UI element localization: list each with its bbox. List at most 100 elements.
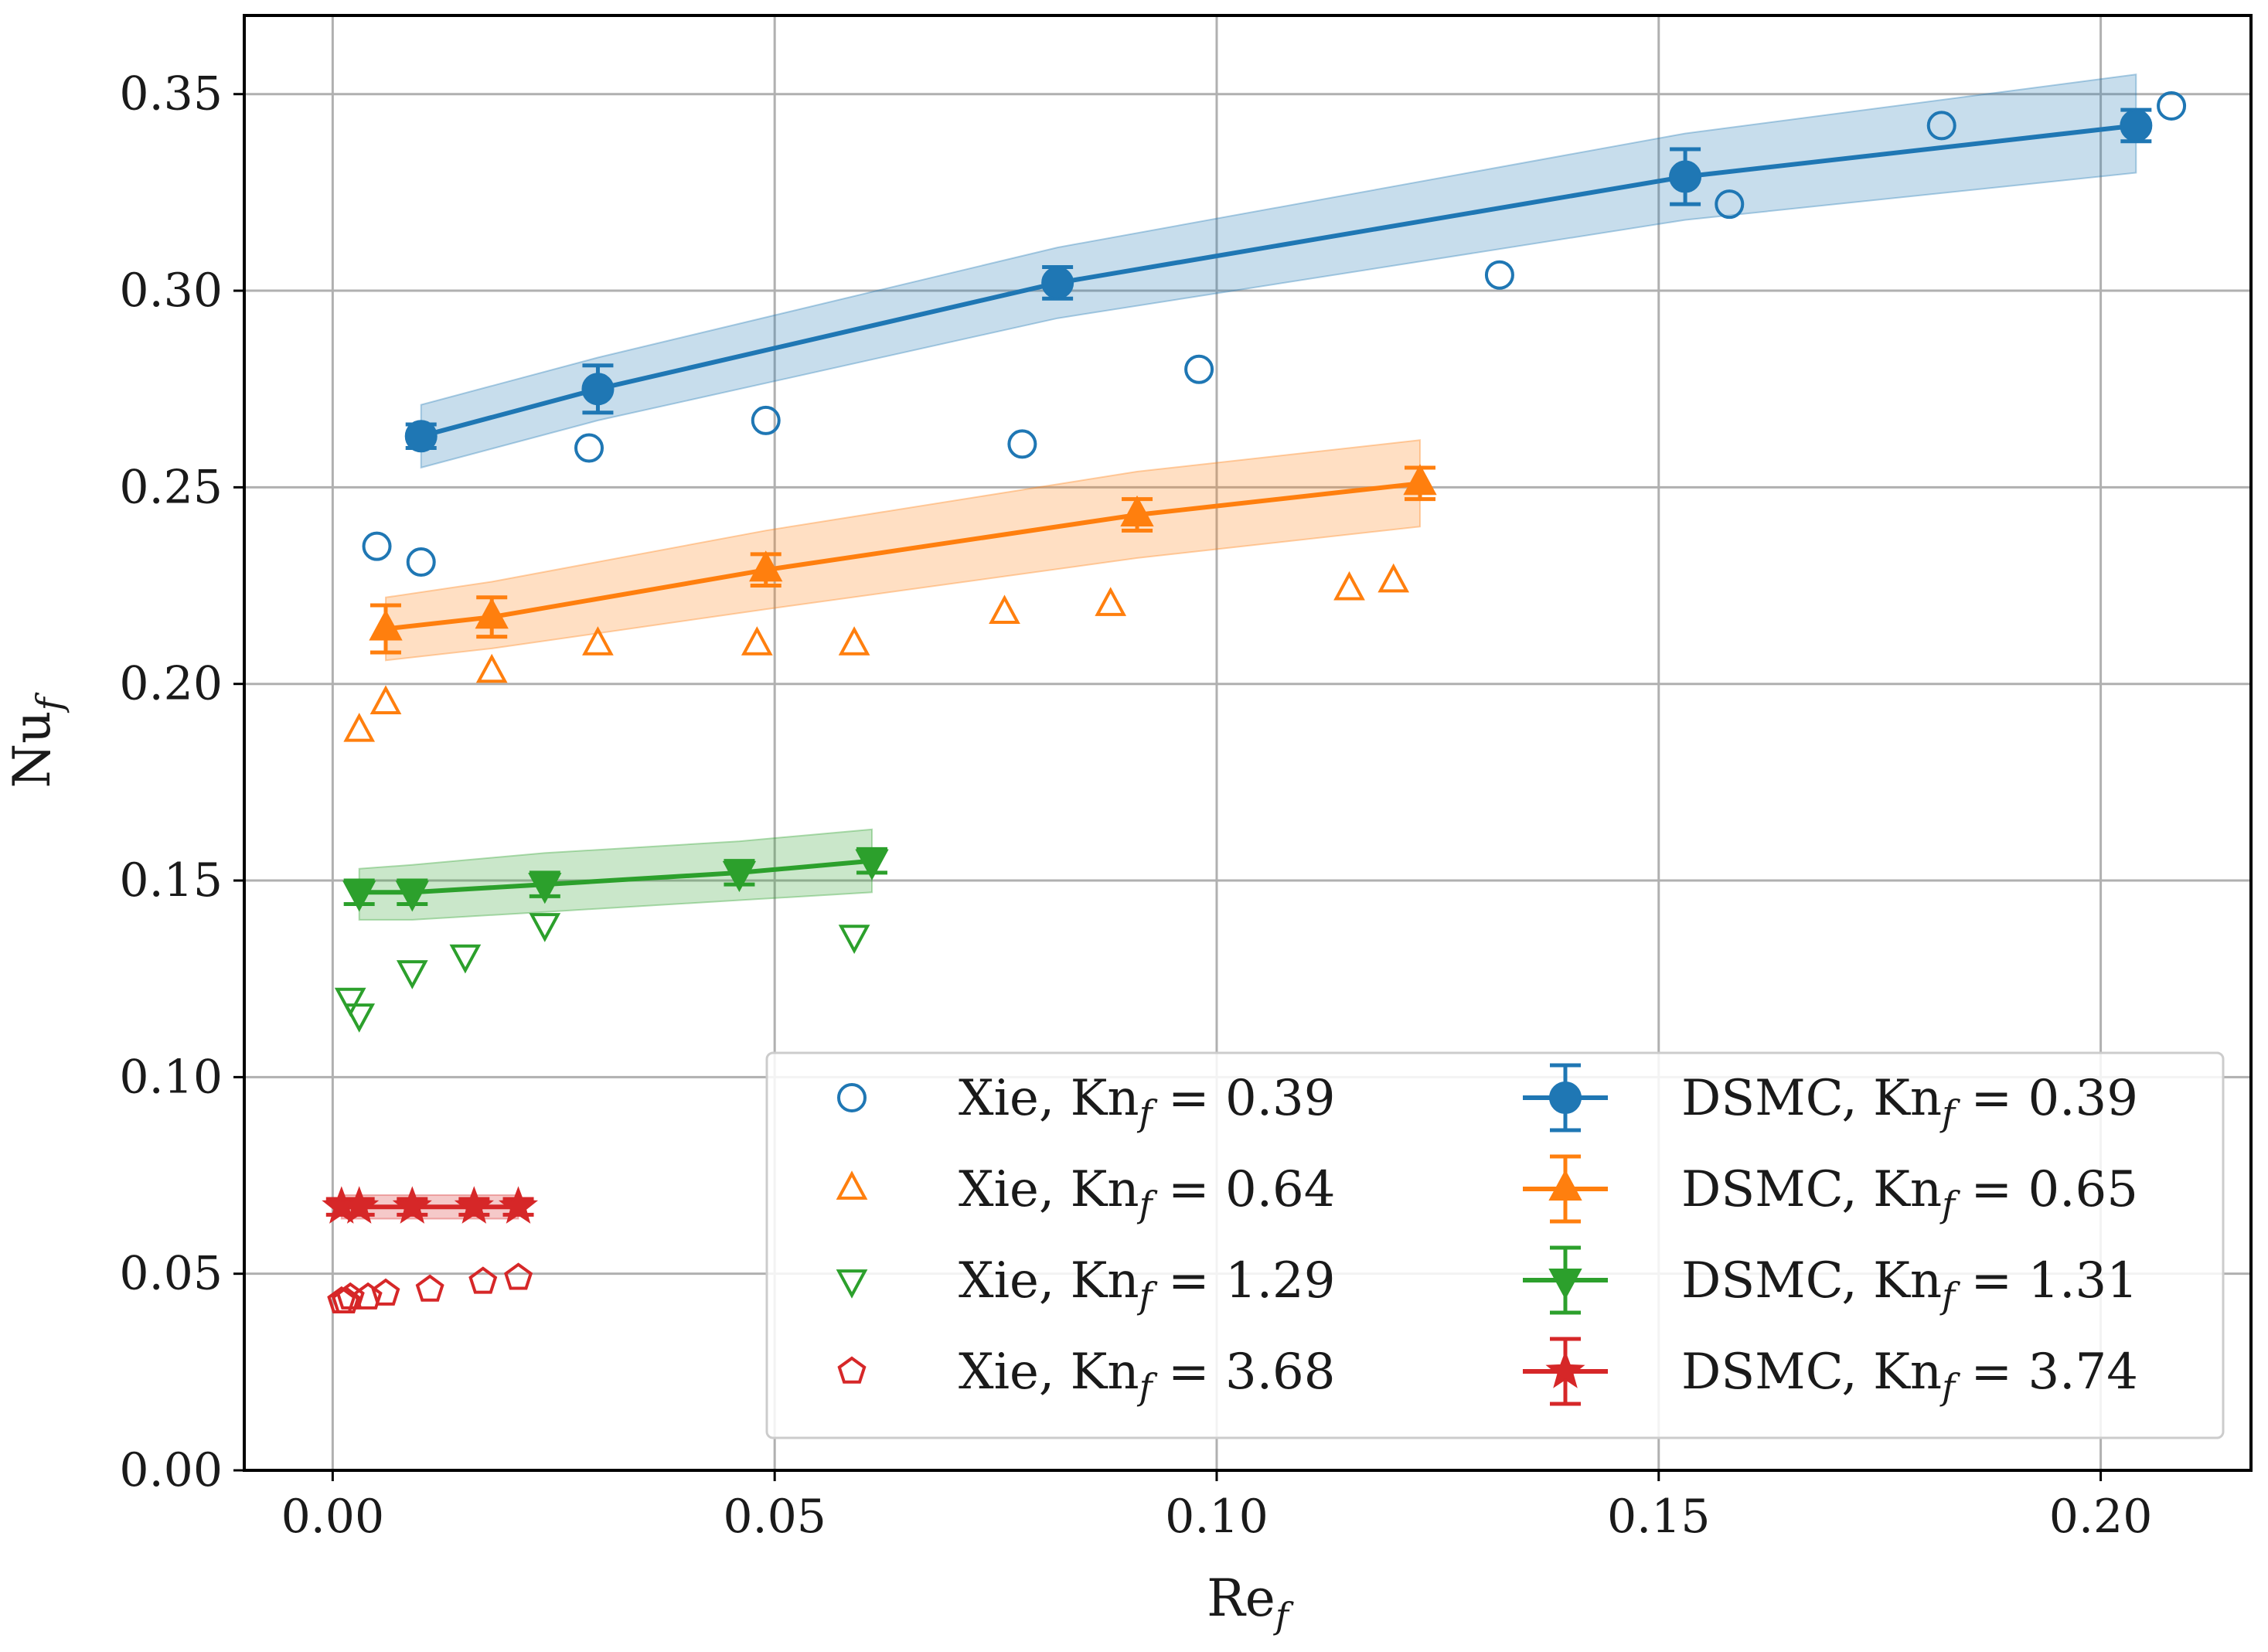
data-point (1926, 111, 1956, 141)
legend-label-value: = 1.29 (1153, 1252, 1336, 1310)
data-point (1184, 354, 1214, 384)
legend-label-prefix: DSMC, Kn (1681, 1252, 1942, 1310)
data-point (369, 609, 403, 641)
legend-marker (836, 1170, 868, 1200)
legend-label-value: = 0.64 (1153, 1161, 1336, 1218)
legend-box (765, 1051, 2225, 1439)
y-tick-label: 0.05 (119, 1247, 223, 1301)
legend-marker (1548, 1081, 1582, 1114)
axis-ticks: 0.00 0.05 0.10 0.15 0.20 0.00 0.05 0.10 0.15 0.20… (119, 67, 2152, 1544)
legend-label: DSMC, Knf = 0.65 (1681, 1161, 2138, 1225)
legend-label-value: = 0.39 (1153, 1070, 1336, 1127)
data-point (392, 1186, 432, 1224)
legend-marker (837, 1356, 867, 1384)
data-point (2157, 90, 2187, 121)
data-point (454, 1186, 494, 1224)
legend-label: DSMC, Knf = 3.74 (1681, 1344, 2138, 1408)
data-markers (322, 90, 2187, 1313)
y-tick-label: 0.30 (119, 264, 223, 318)
data-point (371, 1278, 400, 1306)
legend-label-prefix: Xie, Kn (959, 1252, 1139, 1310)
legend-label: DSMC, Knf = 0.39 (1681, 1070, 2138, 1134)
data-point (741, 626, 773, 656)
data-point (1377, 563, 1410, 593)
data-point (1007, 429, 1037, 459)
legend-label: Xie, Knf = 0.39 (959, 1070, 1335, 1134)
legend-label-value: = 3.74 (1955, 1344, 2138, 1401)
y-tick-label: 0.25 (119, 460, 223, 514)
data-point (335, 1282, 365, 1310)
data-point (406, 547, 436, 577)
data-point (1041, 266, 1074, 299)
data-point (2120, 109, 2153, 142)
legend-marker (1548, 1269, 1582, 1300)
data-point (529, 913, 561, 942)
data-point (395, 880, 429, 912)
legend-marker (1545, 1351, 1585, 1388)
data-point (749, 550, 783, 582)
data-point (528, 873, 562, 904)
data-point (1715, 189, 1745, 220)
data-point (1333, 571, 1365, 601)
data-point (362, 531, 392, 561)
x-tick-label: 0.20 (2049, 1490, 2153, 1544)
legend-label-prefix: Xie, Kn (959, 1161, 1139, 1218)
legend-label: Xie, Knf = 1.29 (959, 1252, 1335, 1316)
y-tick-label: 0.20 (119, 657, 223, 711)
data-point (343, 712, 376, 742)
y-tick-label: 0.15 (119, 853, 223, 908)
x-tick-label: 0.00 (281, 1490, 385, 1544)
data-point (415, 1274, 444, 1302)
data-point (581, 373, 615, 406)
data-point (353, 1282, 383, 1310)
plot-frame (243, 14, 2253, 1472)
data-point (855, 849, 889, 880)
legend-entry: DSMC, Knf = 1.31 (1523, 1245, 2138, 1316)
x-axis-label: Ref (1207, 1569, 1294, 1637)
legend-entry: Xie, Knf = 3.68 (837, 1344, 1336, 1408)
data-point (722, 860, 757, 893)
data-point (475, 598, 509, 629)
legend-entry: DSMC, Knf = 0.39 (1523, 1063, 2138, 1134)
x-tick-label: 0.05 (723, 1490, 826, 1544)
data-point (369, 685, 402, 714)
legend-entry: DSMC, Knf = 3.74 (1523, 1337, 2138, 1408)
data-point (1120, 495, 1154, 526)
data-point (404, 420, 438, 453)
legend-label-value: = 3.68 (1153, 1344, 1336, 1401)
data-point (468, 1266, 498, 1294)
legend-entry: Xie, Knf = 1.29 (836, 1252, 1335, 1316)
confidence-band (358, 828, 873, 921)
legend-label-prefix: Xie, Kn (959, 1070, 1139, 1127)
data-point (339, 1186, 380, 1224)
data-point (504, 1262, 533, 1290)
data-point (1095, 587, 1127, 616)
data-point (582, 626, 614, 656)
legend-entry: Xie, Knf = 0.39 (836, 1070, 1335, 1134)
legend-label-value: = 0.65 (1955, 1161, 2138, 1218)
data-point (334, 987, 366, 1017)
data-point (1484, 260, 1514, 290)
x-tick-label: 0.15 (1607, 1490, 1711, 1544)
data-point (342, 880, 376, 912)
data-point (396, 960, 428, 989)
legend-label-prefix: DSMC, Kn (1681, 1344, 1942, 1401)
legend-label-value: = 0.39 (1955, 1070, 2138, 1127)
y-tick-label: 0.00 (119, 1443, 223, 1497)
data-point (751, 405, 781, 436)
data-point (498, 1186, 539, 1224)
data-point (1403, 464, 1437, 496)
y-tick-label: 0.10 (119, 1050, 223, 1104)
x-tick-label: 0.10 (1165, 1490, 1269, 1544)
legend-entry: DSMC, Knf = 0.65 (1523, 1154, 2138, 1225)
data-point (475, 653, 508, 683)
data-point (838, 626, 870, 656)
data-point (838, 925, 870, 955)
legend-label: DSMC, Knf = 1.31 (1681, 1252, 2138, 1316)
legend-label-prefix: DSMC, Kn (1681, 1161, 1942, 1218)
legend-label-prefix: DSMC, Kn (1681, 1070, 1942, 1127)
y-tick-label: 0.35 (119, 67, 223, 121)
data-point (989, 594, 1020, 624)
